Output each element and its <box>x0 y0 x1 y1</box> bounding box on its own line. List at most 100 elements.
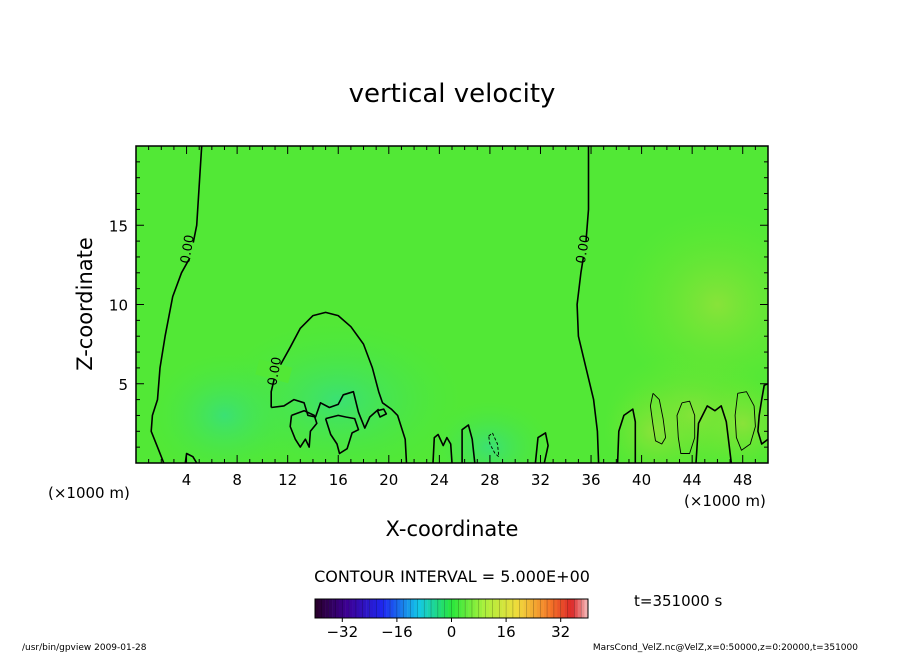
time-label: t=351000 s <box>634 592 722 610</box>
contour-line-10 <box>534 432 549 463</box>
colorbar-cell <box>574 599 578 618</box>
colorbar-cell <box>396 599 401 618</box>
x-tick-label: 24 <box>430 471 449 489</box>
colorbar-cell <box>315 599 319 618</box>
colorbar-cell <box>577 599 582 618</box>
colorbar-cell <box>478 599 483 618</box>
contour-line-1 <box>576 146 600 463</box>
y-tick-label: 15 <box>109 217 128 235</box>
contour-label-0: 0.00 <box>178 234 198 265</box>
colorbar-cell <box>335 599 340 618</box>
x-tick-label: 8 <box>232 471 242 489</box>
colorbar-cell <box>362 599 367 618</box>
colorbar-cell <box>328 599 333 618</box>
footer-left: /usr/bin/gpview 2009-01-28 <box>22 643 147 653</box>
colorbar-cell <box>386 599 391 618</box>
y-tick-label: 5 <box>118 376 128 394</box>
colorbar-cell <box>431 599 435 618</box>
colorbar-cell <box>400 599 404 618</box>
x-tick-label: 36 <box>581 471 600 489</box>
colorbar-cell <box>376 599 381 618</box>
contour-line-17 <box>488 432 500 458</box>
colorbar-cell <box>475 599 479 618</box>
colorbar-cell <box>509 599 514 618</box>
colorbar-cell <box>584 599 589 618</box>
colorbar-cell <box>366 599 370 618</box>
colorbar-cell <box>512 599 517 618</box>
colorbar-cell <box>553 599 558 618</box>
colorbar-cell <box>492 599 497 618</box>
contour-line-2 <box>184 452 198 463</box>
contour-label-bg-0 <box>168 236 206 262</box>
contour-layer <box>150 146 768 463</box>
colorbar-tick-label: −32 <box>326 623 358 641</box>
y-axis-ticks: 5 10 15 <box>109 161 768 448</box>
colorbar-cell <box>352 599 357 618</box>
colorbar-cell <box>581 599 585 618</box>
colorbar-cell <box>570 599 575 618</box>
colorbar-cell <box>383 599 387 618</box>
colorbar-cell <box>454 599 459 618</box>
colorbar-cell <box>342 599 346 618</box>
colorbar-cell <box>321 599 326 618</box>
contour-line-4 <box>271 390 380 429</box>
contour-label-layer: 0.00 0.00 0.00 <box>168 234 601 387</box>
contour-line-13 <box>757 383 768 445</box>
colorbar-cell <box>451 599 456 618</box>
x-unit-right: (×1000 m) <box>684 492 766 510</box>
colorbar-cell <box>355 599 360 618</box>
colorbar-cell <box>410 599 415 618</box>
colorbar-cell <box>318 599 323 618</box>
x-tick-label: 44 <box>683 471 702 489</box>
contour-line-12 <box>695 405 733 463</box>
colorbar-cell <box>413 599 418 618</box>
colorbar-cell <box>369 599 374 618</box>
field-patch-6 <box>148 352 301 463</box>
x-tick-label: 12 <box>278 471 297 489</box>
footer-right: MarsCond_VelZ.nc@VelZ,x=0:50000,z=0:2000… <box>593 643 858 653</box>
x-axis-label: X-coordinate <box>386 517 519 541</box>
contour-label-1: 0.00 <box>574 234 594 265</box>
colorbar-cell <box>345 599 350 618</box>
colorbar-cell <box>420 599 425 618</box>
colorbar <box>314 599 589 618</box>
contour-interval-label: CONTOUR INTERVAL = 5.000E+00 <box>314 567 590 586</box>
contour-line-11 <box>616 408 637 463</box>
colorbar-cell <box>444 599 449 618</box>
x-tick-label: 48 <box>733 471 752 489</box>
colorbar-cell <box>550 599 555 618</box>
colorbar-cell <box>448 599 452 618</box>
colorbar-cell <box>526 599 531 618</box>
colorbar-cell <box>502 599 507 618</box>
colorbar-cell <box>482 599 486 618</box>
colorbar-cell <box>543 599 548 618</box>
colorbar-cell <box>403 599 408 618</box>
plot-area <box>136 146 768 463</box>
colorbar-cell <box>468 599 473 618</box>
x-unit-left: (×1000 m) <box>48 484 130 502</box>
colorbar-cell <box>390 599 394 618</box>
colorbar-cell <box>471 599 476 618</box>
colorbar-cell <box>349 599 353 618</box>
x-tick-label: 32 <box>531 471 550 489</box>
colorbar-cell <box>523 599 527 618</box>
contour-line-9 <box>461 424 476 463</box>
colorbar-cell <box>359 599 363 618</box>
contour-line-7 <box>376 408 388 418</box>
field-patch-3 <box>616 209 768 400</box>
contour-line-0 <box>150 146 203 463</box>
colorbar-cell <box>564 599 568 618</box>
y-axis-label: Z-coordinate <box>73 237 97 371</box>
contour-line-15 <box>676 400 696 454</box>
colorbar-cell <box>533 599 538 618</box>
colorbar-cell <box>424 599 428 618</box>
x-tick-label: 4 <box>182 471 192 489</box>
colorbar-cell <box>427 599 432 618</box>
x-tick-label: 20 <box>379 471 398 489</box>
contour-label-2: 0.00 <box>265 356 285 387</box>
colorbar-cell <box>437 599 442 618</box>
colorbar-cell <box>338 599 343 618</box>
colorbar-cell <box>506 599 510 618</box>
colorbar-cell <box>393 599 398 618</box>
